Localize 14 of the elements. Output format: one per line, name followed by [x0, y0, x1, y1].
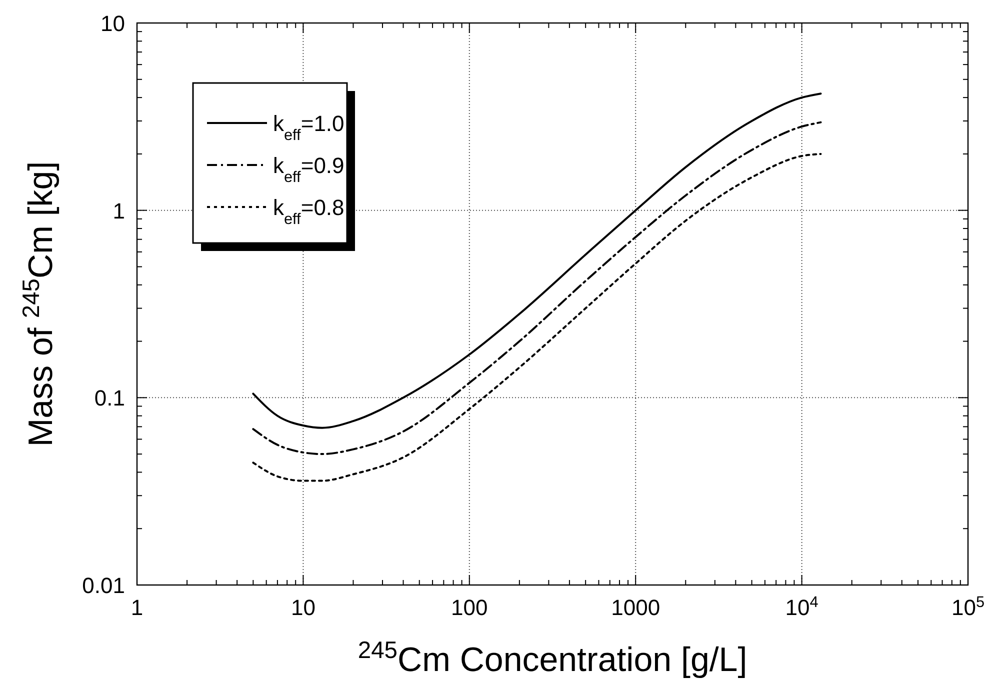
y-tick-label: 10: [100, 11, 125, 36]
legend-label: k$_{eff}$=0.9: [273, 153, 344, 186]
x-tick-label: 10$^{4}$: [785, 594, 819, 620]
legend-label: k$_{eff}$=1.0: [273, 111, 344, 144]
x-tick-label: 1: [130, 595, 144, 620]
x-axis-title: $^{245}$Cm Concentration [g/L]: [358, 636, 748, 679]
y-tick-label: 1: [112, 198, 125, 224]
y-tick-label: 0.1: [94, 386, 125, 411]
x-tick-label: 10: [290, 595, 316, 620]
legend-label: k$_{eff}$=0.8: [273, 195, 344, 228]
x-tick-label: 100: [451, 595, 488, 620]
x-tick-label: 10$^{5}$: [951, 594, 985, 620]
y-tick-label: 0.01: [82, 573, 125, 598]
x-tick-label: 1000: [611, 595, 660, 620]
